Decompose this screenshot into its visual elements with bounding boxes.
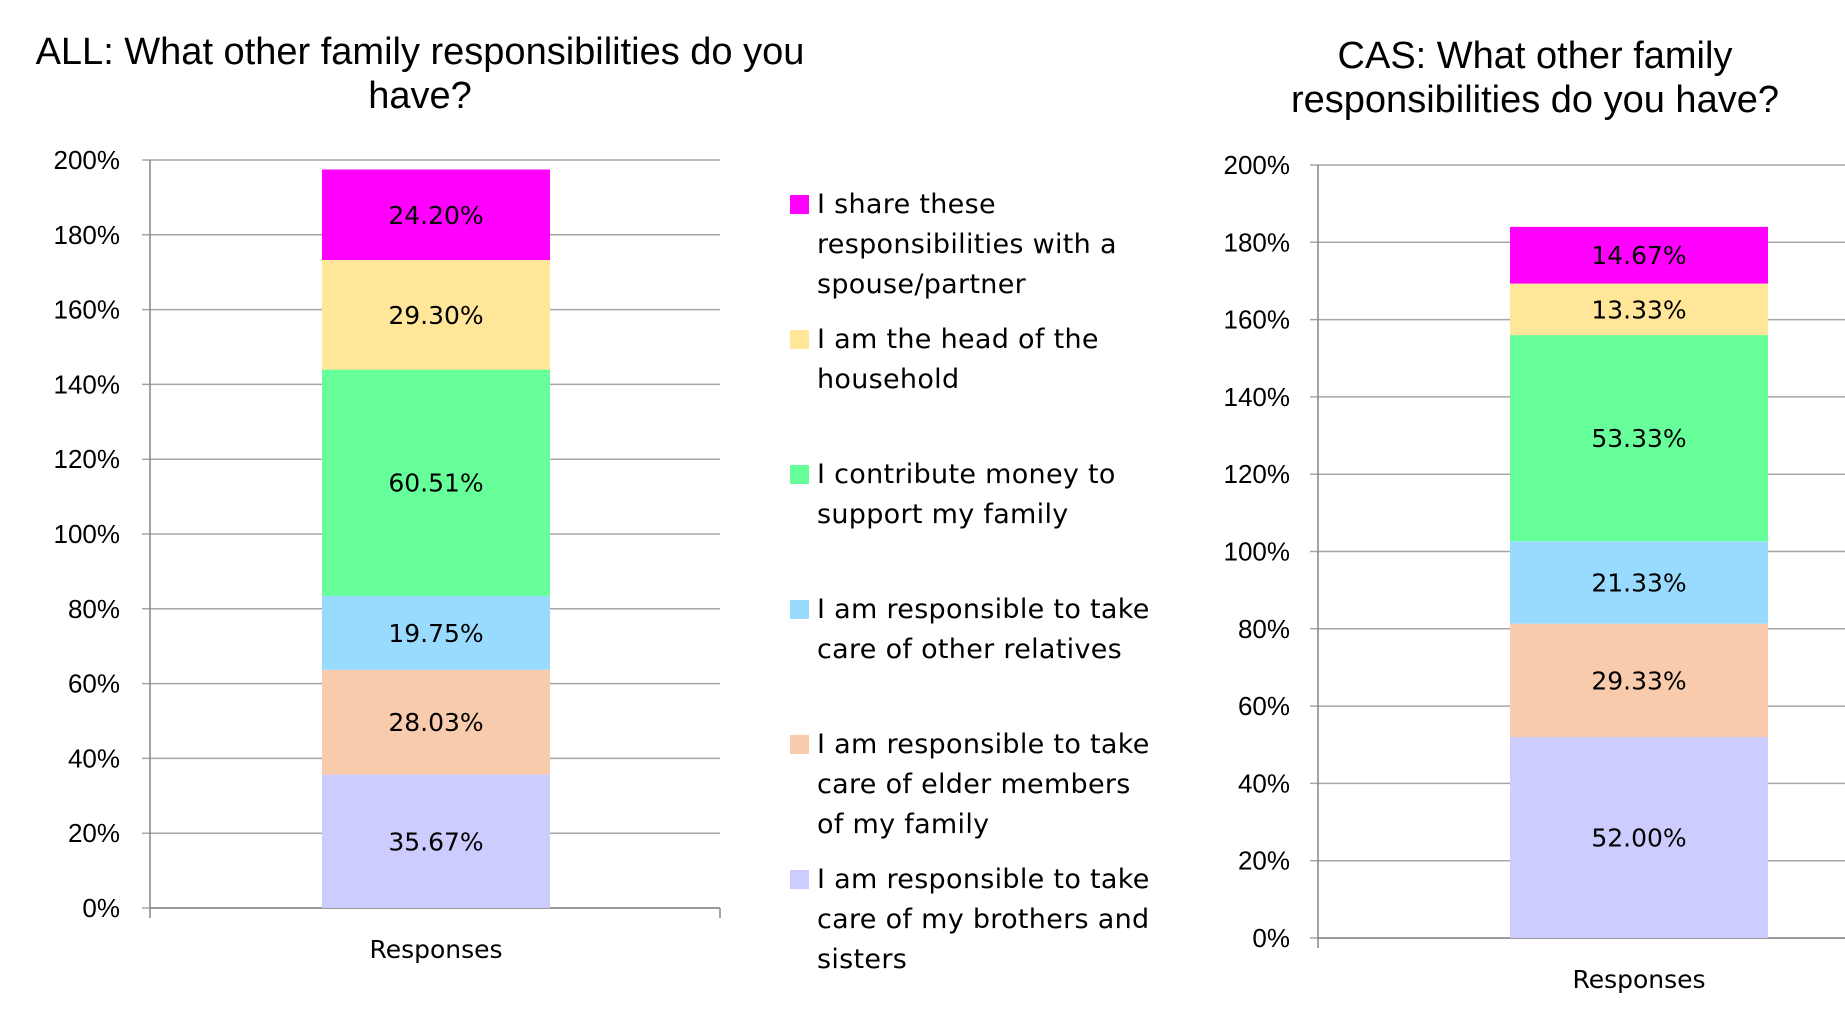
y-tick-label-cas: 120%	[1224, 459, 1291, 489]
legend-swatch-contribute-money	[790, 465, 809, 484]
y-tick-label-cas: 20%	[1238, 846, 1290, 876]
bar-segment-cas	[1510, 283, 1768, 336]
y-tick-label-cas: 140%	[1224, 382, 1291, 412]
y-tick-label-cas: 200%	[1224, 150, 1291, 180]
legend-swatch-head-of-household	[790, 330, 809, 349]
bar-segment-all	[322, 369, 550, 596]
legend-swatch-elder-members	[790, 735, 809, 754]
x-category-label-all: Responses	[369, 935, 502, 964]
data-label-cas: 52.00%	[1591, 824, 1686, 853]
y-tick-label-all: 20%	[68, 818, 120, 848]
y-tick-label-all: 100%	[54, 519, 121, 549]
y-tick-label-cas: 180%	[1224, 227, 1291, 257]
legend-label: I share these responsibilities with a sp…	[817, 189, 1117, 300]
bar-segment-all	[322, 169, 550, 261]
y-tick-label-all: 80%	[68, 594, 120, 624]
data-label-all: 35.67%	[388, 827, 483, 856]
legend-item-brothers-sisters: I am responsible to take care of my brot…	[790, 860, 1150, 980]
data-label-all: 19.75%	[388, 619, 483, 648]
bar-segment-cas	[1510, 623, 1768, 738]
bar-segment-cas	[1510, 737, 1768, 938]
data-label-cas: 29.33%	[1591, 666, 1686, 695]
data-label-cas: 21.33%	[1591, 568, 1686, 597]
bar-segment-all	[322, 774, 550, 908]
y-tick-label-cas: 60%	[1238, 691, 1290, 721]
chart-title-cas: CAS: What other family responsibilities …	[1291, 35, 1779, 121]
y-tick-label-all: 140%	[54, 369, 121, 399]
legend-item-elder-members: I am responsible to take care of elder m…	[790, 725, 1150, 845]
legend-label: I am responsible to take care of elder m…	[817, 729, 1150, 840]
bar-segment-all	[322, 595, 550, 670]
legend-swatch-brothers-sisters	[790, 870, 809, 889]
y-tick-label-all: 0%	[82, 893, 120, 923]
y-tick-label-cas: 160%	[1224, 305, 1291, 335]
y-tick-label-cas: 0%	[1252, 923, 1290, 953]
y-tick-label-all: 120%	[54, 444, 121, 474]
y-tick-label-all: 180%	[54, 220, 121, 250]
legend-item-contribute-money: I contribute money to support my family	[790, 455, 1150, 535]
legend-label: I am responsible to take care of my brot…	[817, 864, 1150, 975]
y-tick-label-all: 200%	[54, 145, 121, 175]
data-label-all: 60.51%	[388, 469, 483, 498]
legend-label: I contribute money to support my family	[817, 459, 1116, 530]
legend-label: I am responsible to take care of other r…	[817, 594, 1150, 665]
bar-segment-cas	[1510, 541, 1768, 624]
bar-segment-all	[322, 669, 550, 775]
legend-label: I am the head of the household	[817, 324, 1099, 395]
y-tick-label-cas: 80%	[1238, 614, 1290, 644]
data-label-cas: 14.67%	[1591, 241, 1686, 270]
y-tick-label-all: 60%	[68, 669, 120, 699]
bar-segment-cas	[1510, 335, 1768, 542]
chart-title-all: ALL: What other family responsibilities …	[35, 31, 805, 117]
y-tick-label-cas: 40%	[1238, 768, 1290, 798]
data-label-cas: 13.33%	[1591, 295, 1686, 324]
legend-swatch-other-relatives	[790, 600, 809, 619]
legend-item-head-of-household: I am the head of the household	[790, 320, 1150, 400]
legend-swatch-spouse-partner	[790, 195, 809, 214]
data-label-cas: 53.33%	[1591, 424, 1686, 453]
legend-item-other-relatives: I am responsible to take care of other r…	[790, 590, 1150, 670]
data-label-all: 29.30%	[388, 301, 483, 330]
bar-segment-cas	[1510, 226, 1768, 284]
y-tick-label-cas: 100%	[1224, 537, 1291, 567]
data-label-all: 24.20%	[388, 201, 483, 230]
data-label-all: 28.03%	[388, 708, 483, 737]
x-category-label-cas: Responses	[1572, 965, 1705, 994]
y-tick-label-all: 160%	[54, 295, 121, 325]
legend-item-spouse-partner: I share these responsibilities with a sp…	[790, 185, 1150, 305]
y-tick-label-all: 40%	[68, 743, 120, 773]
bar-segment-all	[322, 260, 550, 370]
